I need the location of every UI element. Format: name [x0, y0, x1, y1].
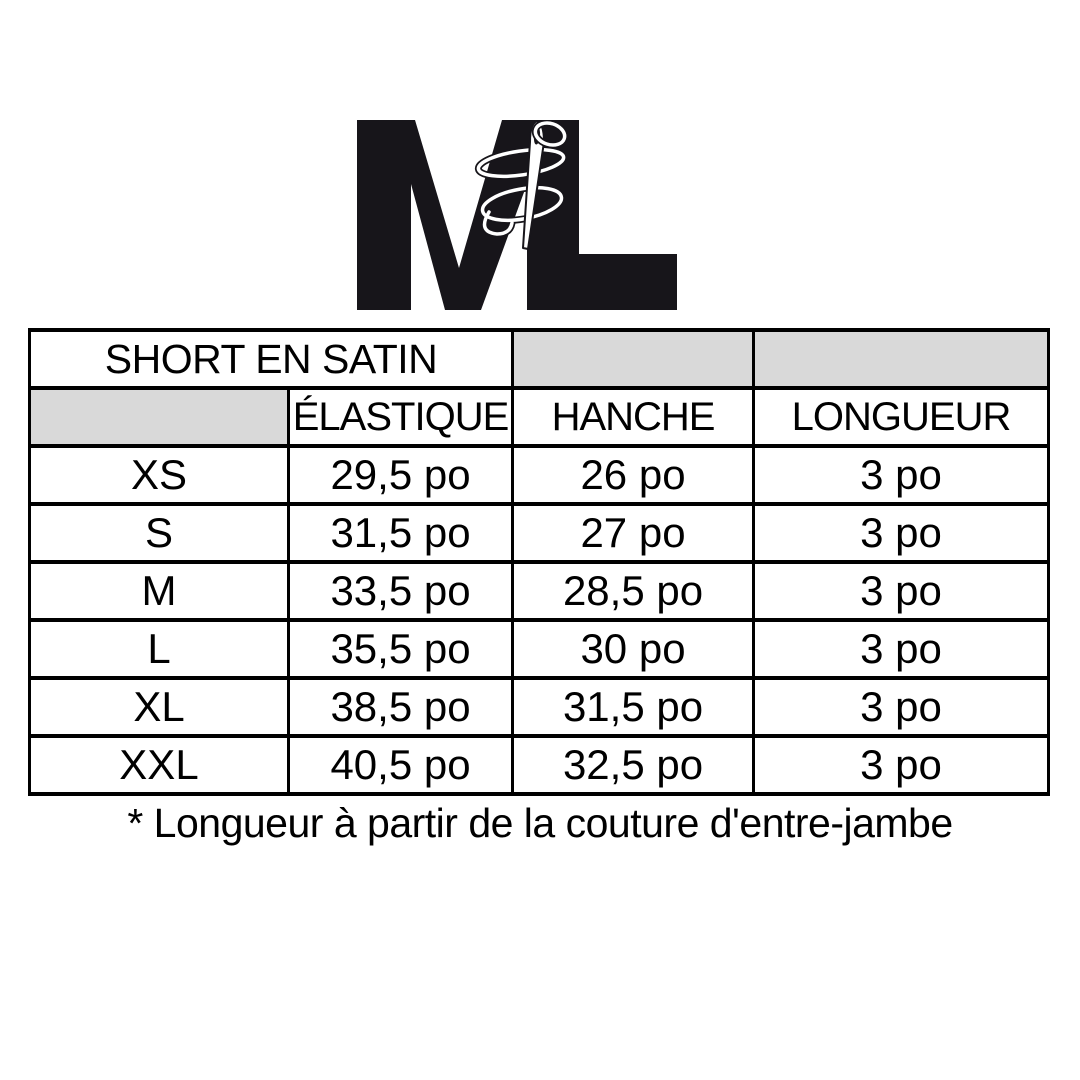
size-label: L [28, 618, 290, 680]
spacer-cell [752, 328, 1051, 390]
table-row: XS 29,5 po 26 po 3 po [28, 444, 1051, 506]
size-label: M [28, 560, 290, 622]
hanche-value: 32,5 po [511, 734, 756, 796]
table-row: S 31,5 po 27 po 3 po [28, 502, 1051, 564]
column-header-hanche: HANCHE [511, 386, 756, 448]
longueur-value: 3 po [752, 618, 1051, 680]
table-row: M 33,5 po 28,5 po 3 po [28, 560, 1051, 622]
hanche-value: 30 po [511, 618, 756, 680]
elastique-value: 35,5 po [286, 618, 515, 680]
table-row: XL 38,5 po 31,5 po 3 po [28, 676, 1051, 738]
elastique-value: 31,5 po [286, 502, 515, 564]
elastique-value: 38,5 po [286, 676, 515, 738]
thread-eye-loop [533, 121, 567, 147]
longueur-value: 3 po [752, 502, 1051, 564]
size-label: XS [28, 444, 290, 506]
size-label: XL [28, 676, 290, 738]
elastique-value: 33,5 po [286, 560, 515, 622]
size-chart-table: SHORT EN SATIN ÉLASTIQUE HANCHE LONGUEUR… [27, 328, 1051, 796]
table-row: L 35,5 po 30 po 3 po [28, 618, 1051, 680]
needle-icon [522, 120, 545, 250]
table-title: SHORT EN SATIN [27, 328, 515, 390]
longueur-value: 3 po [752, 676, 1051, 738]
size-corner-cell [28, 386, 290, 448]
hanche-value: 26 po [511, 444, 756, 506]
table-row: XXL 40,5 po 32,5 po 3 po [28, 734, 1051, 796]
column-header-longueur: LONGUEUR [752, 386, 1051, 448]
hanche-value: 31,5 po [511, 676, 756, 738]
column-header-elastique: ÉLASTIQUE [286, 386, 515, 448]
footnote: * Longueur à partir de la couture d'entr… [127, 800, 953, 846]
title-row: SHORT EN SATIN [27, 328, 1051, 390]
longueur-value: 3 po [752, 734, 1051, 796]
longueur-value: 3 po [752, 560, 1051, 622]
size-label: S [28, 502, 290, 564]
elastique-value: 29,5 po [286, 444, 515, 506]
spacer-cell [511, 328, 756, 390]
longueur-value: 3 po [752, 444, 1051, 506]
ml-letters [357, 120, 677, 310]
header-row: ÉLASTIQUE HANCHE LONGUEUR [28, 386, 1051, 448]
size-label: XXL [28, 734, 290, 796]
hanche-value: 27 po [511, 502, 756, 564]
hanche-value: 28,5 po [511, 560, 756, 622]
elastique-value: 40,5 po [286, 734, 515, 796]
brand-logo-ml [357, 120, 677, 310]
